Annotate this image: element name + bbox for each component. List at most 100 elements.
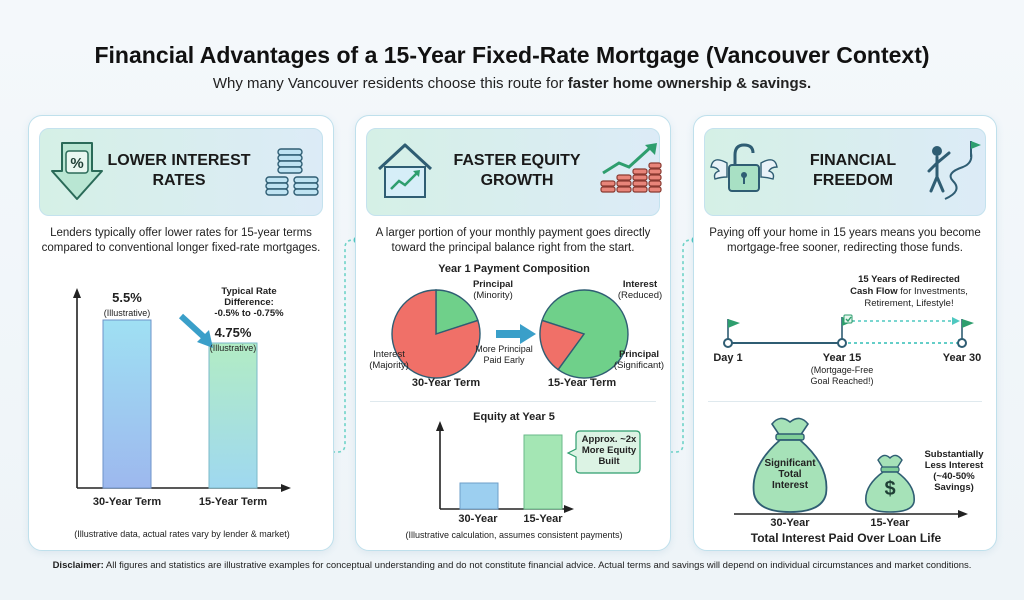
timeline [723,314,974,348]
svg-text:%: % [70,155,83,172]
redirect-line1: 15 Years of Redirected [858,274,960,285]
bar-15-year-rate [208,342,258,489]
money-bag-small [865,454,915,513]
equity-callout: Approx. ~2x More Equity Built [576,434,642,467]
savings-note: Substantially Less Interest (~40-50% Sav… [916,449,992,493]
panel2-title: FASTER EQUITY GROWTH [437,151,597,191]
bar-30-year-rate [102,319,152,489]
equity-callout-line2: More Equity [581,445,637,456]
rate-difference-line2: Difference: [224,297,274,308]
savings-line2: Less Interest [924,460,984,471]
year15-note-line2: Goal Reached!) [810,376,874,386]
subtitle-bold-text: faster home ownership & savings. [567,75,812,92]
pie30-slice-principal [435,289,479,335]
disclaimer: Disclaimer: All figures and statistics a… [0,560,1024,571]
panel2-title-line1: FASTER EQUITY [453,152,581,169]
rate-30-value: 5.5% [112,290,142,305]
rate-15-note: (Illustrative) [209,343,257,353]
interest-x-label-30: 30-Year [770,517,810,529]
equity-callout-line1: Approx. ~2x [581,434,637,445]
x-label-30-year-term: 30-Year Term [92,496,162,508]
redirect-line2: Cash Flow for Investments, [834,286,984,298]
rising-coins-icon [600,143,662,193]
panel2-description: A larger portion of your monthly payment… [375,227,651,254]
equity-callout-line3: Built [598,456,620,467]
pie30-term-label: 30-Year Term [411,377,481,389]
coin-stacks-icon [265,148,319,196]
pie-chart-title: Year 1 Payment Composition [438,263,590,275]
page-title: Financial Advantages of a 15-Year Fixed-… [94,42,930,68]
page-subtitle: Why many Vancouver residents choose this… [0,75,1024,92]
panel1-title-line1: LOWER INTEREST [107,152,251,169]
equity-bar-chart [436,421,641,513]
panel3-title-line2: FREEDOM [813,172,893,189]
pie30-slice-interest [391,289,481,379]
rate-difference-label: Typical Rate Difference: -0.5% to -0.75% [189,286,309,319]
pie15-principal-label: Principal (Significant) [608,349,670,371]
bar-equity-30-year [459,482,499,510]
big-bag-line2: Total [778,469,802,480]
panel-faster-equity-growth: FASTER EQUITY GROWTH A larger portion of… [355,115,671,551]
rate-15-value: 4.75% [214,325,252,340]
interest-chart-title: Total Interest Paid Over Loan Life [750,531,942,545]
savings-line3: (~40-50% [933,471,975,482]
pie-15-year-term [539,289,629,379]
redirect-line2-bold: Cash Flow [850,286,898,297]
pie15-interest-text: Interest [622,279,658,290]
redirected-cash-flow-note: 15 Years of Redirected Cash Flow for Inv… [834,274,984,310]
panel1-title: LOWER INTEREST RATES [104,151,254,191]
panel-financial-freedom: FINANCIAL FREEDOM Paying off your home i… [693,115,997,551]
rate-difference-line1: Typical Rate [221,286,277,297]
interest-x-label-15: 15-Year [870,517,910,529]
savings-line1: Substantially [924,449,984,460]
disclaimer-bold: Disclaimer: [52,560,104,571]
disclaimer-text: All figures and statistics are illustrat… [103,560,972,571]
bar-equity-15-year [523,434,563,510]
pie15-slice-interest [539,319,586,371]
money-bag-large [752,417,828,513]
person-flag-path-icon [927,141,981,200]
x-label-15-year-term: 15-Year Term [198,496,268,508]
timeline-year15: Year 15 [822,352,862,364]
big-bag-line3: Interest [771,480,809,491]
pie15-term-label: 15-Year Term [547,377,617,389]
timeline-year30: Year 30 [942,352,982,364]
percent-down-arrow-icon: % [51,142,103,200]
winged-unlocked-padlock-icon [710,143,778,192]
panel3-title-line1: FINANCIAL [809,152,897,169]
panel3-title: FINANCIAL FREEDOM [793,151,913,191]
panel1-header: % LOWER INTEREST RATES [39,128,323,216]
interest-bags-chart [734,417,968,518]
dollar-symbol: $ [884,478,896,500]
panel2-divider [370,401,656,402]
subtitle-text: Why many Vancouver residents choose this… [212,75,568,92]
pie30-principal-label: Principal (Minority) [466,279,520,301]
savings-line4: Savings) [934,482,974,493]
timeline-day1: Day 1 [713,352,743,364]
more-principal-note: More Principal Paid Early [474,344,534,366]
big-bag-line1: Significant [764,458,816,469]
panel1-title-line2: RATES [152,172,206,189]
more-principal-line2: Paid Early [483,355,525,365]
pie15-interest-label: Interest (Reduced) [612,279,668,301]
panel1-footnote: (Illustrative data, actual rates vary by… [74,529,290,539]
panel2-header: FASTER EQUITY GROWTH [366,128,662,216]
panel3-header: FINANCIAL FREEDOM [704,128,986,216]
redirect-line3: Retirement, Lifestyle! [864,298,954,309]
equity-chart-title: Equity at Year 5 [473,411,555,423]
rate-30-note: (Illustrative) [103,308,151,318]
panel3-divider [708,401,982,402]
pie30-interest-text: Interest [373,349,405,360]
rate-bar-chart [73,288,291,492]
redirect-line2-rest: for Investments, [897,286,968,297]
pie30-principal-note: (Minority) [473,290,513,301]
timeline-year15-note: (Mortgage-Free Goal Reached!) [802,365,882,387]
year15-note-line1: (Mortgage-Free [810,365,874,375]
panel1-description: Lenders typically offer lower rates for … [41,227,321,254]
more-principal-line1: More Principal [475,344,533,354]
pie15-principal-text: Principal [618,349,660,360]
pie15-interest-note: (Reduced) [617,290,663,301]
equity-x-label-30: 30-Year [458,513,498,525]
big-bag-label: Significant Total Interest [758,458,822,491]
panel2-footnote: (Illustrative calculation, assumes consi… [405,530,623,540]
